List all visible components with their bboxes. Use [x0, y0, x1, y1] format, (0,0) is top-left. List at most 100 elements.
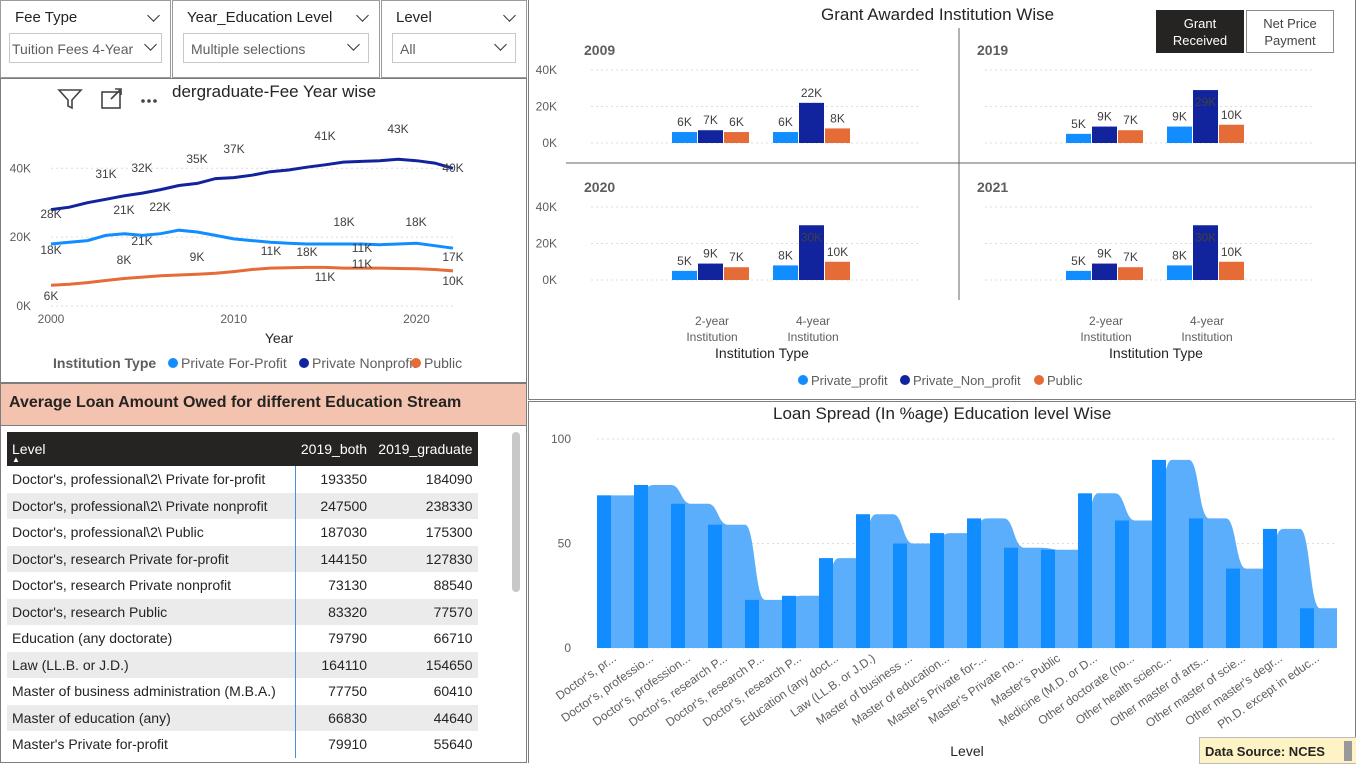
y-tick-label: 40K: [10, 161, 31, 175]
table-row[interactable]: Master's Private for-profit 79910 55640: [7, 731, 478, 758]
data-label: 10K: [442, 274, 463, 288]
bar-public: [724, 132, 749, 143]
fee-line-chart-panel: dergraduate-Fee Year wise 0K 20K 40K 2000 20…: [0, 78, 527, 383]
cell-level: Doctor's, research Private nonprofit: [7, 572, 296, 599]
data-label: 10K: [1221, 108, 1242, 122]
cell-2019-graduate: 55640: [433, 736, 473, 753]
sort-ascending-icon[interactable]: ▲: [12, 455, 20, 464]
bar: [967, 518, 981, 648]
chevron-down-icon[interactable]: [503, 9, 516, 22]
bar: [1004, 547, 1018, 648]
year-level-slicer[interactable]: Year_Education Level Multiple selections: [172, 0, 380, 78]
data-label: 7K: [1123, 113, 1138, 127]
data-source-badge: Data Source: NCES: [1199, 737, 1356, 764]
grant-chart-plot: 2009 40K 20K 0K 6K 7K 6K 6K 22K 8K 2019 5K 9K 7K 9K 29K…: [536, 28, 1356, 388]
bar: [1041, 549, 1055, 648]
visual-header-icons: [57, 88, 157, 110]
table-row[interactable]: Doctor's, professional\2\ Public 187030 17…: [7, 519, 478, 546]
y-tick-label: 0K: [16, 299, 31, 313]
bar-private_profit: [1167, 265, 1192, 280]
data-label: 18K: [40, 243, 61, 257]
data-label: 18K: [333, 215, 354, 229]
data-label: 9K: [1097, 247, 1112, 261]
table-row[interactable]: Doctor's, research Public 83320 77570: [7, 598, 478, 625]
y-tick-label: 20K: [536, 237, 557, 251]
chevron-down-icon[interactable]: [147, 9, 160, 22]
category-label: 2-year: [695, 314, 729, 328]
scroll-handle[interactable]: [1344, 741, 1352, 761]
level-slicer[interactable]: Level All: [381, 0, 527, 78]
column-header-2019-graduate[interactable]: 2019_graduate: [372, 432, 478, 466]
y-tick-label: 0K: [542, 136, 557, 150]
chevron-down-icon: [347, 38, 360, 51]
data-label: 9K: [190, 250, 205, 264]
cell-2019-graduate: 77570: [372, 598, 478, 625]
legend-marker: [900, 375, 910, 385]
bar-private_profit: [773, 265, 798, 280]
loan-table-body: Doctor's, professional\2\ Private for-pr…: [7, 466, 478, 758]
more-options-icon[interactable]: [141, 99, 157, 103]
bar-public: [825, 261, 850, 280]
fee-type-slicer[interactable]: Fee Type Tuition Fees 4-Year: [0, 0, 171, 78]
year-level-value: Multiple selections: [191, 41, 306, 57]
table-row[interactable]: Doctor's, research Private for-profit 144…: [7, 545, 478, 572]
table-row[interactable]: Doctor's, research Private nonprofit 7313…: [7, 572, 478, 599]
legend-marker: [411, 358, 421, 368]
bar-private_profit: [1167, 126, 1192, 143]
bar-private_profit: [773, 132, 798, 143]
table-row[interactable]: Master of business administration (M.B.A…: [7, 678, 478, 705]
year-level-dropdown[interactable]: Multiple selections: [183, 33, 369, 63]
cell-2019-graduate: 127830: [372, 545, 478, 572]
data-label: 21K: [131, 234, 152, 248]
level-dropdown[interactable]: All: [392, 33, 516, 63]
table-row[interactable]: Master of education (any) 66830 44640: [7, 704, 478, 731]
bar: [1226, 568, 1240, 648]
table-row[interactable]: Doctor's, professional\2\ Private nonpro…: [7, 492, 478, 519]
cell-2019-both: 144150: [295, 545, 373, 572]
bar: [1189, 518, 1203, 648]
bar: [1300, 608, 1314, 648]
bar-private_non_profit: [1092, 126, 1117, 143]
loan-spread-panel: Loan Spread (In %age) Education level Wi…: [528, 401, 1356, 764]
chevron-down-icon[interactable]: [356, 9, 369, 22]
table-scrollbar[interactable]: [512, 432, 520, 592]
column-header-2019-both[interactable]: 2019_both: [295, 432, 373, 466]
data-label: 7K: [729, 250, 744, 264]
bar-private_profit: [672, 270, 697, 280]
data-label: 8K: [830, 111, 845, 125]
grant-received-toggle[interactable]: Grant Received: [1156, 10, 1244, 53]
cell-2019-both: 187030: [320, 524, 368, 541]
data-label: 22K: [149, 200, 170, 214]
cell-2019-graduate: 175300: [425, 524, 473, 541]
data-label: 8K: [778, 248, 793, 262]
cell-2019-both: 66830: [295, 704, 373, 731]
grant-chart-title: Grant Awarded Institution Wise: [821, 5, 1055, 24]
column-header-level[interactable]: Level ▲: [7, 432, 295, 466]
chevron-down-icon: [144, 38, 157, 51]
data-label: 32K: [131, 161, 152, 175]
legend-marker: [1034, 375, 1044, 385]
cell-level: Master of business administration (M.B.A…: [7, 678, 296, 705]
fee-type-dropdown[interactable]: Tuition Fees 4-Year: [9, 33, 162, 63]
focus-mode-icon[interactable]: [101, 88, 122, 109]
data-label: 7K: [703, 113, 718, 127]
data-label: 6K: [44, 289, 59, 303]
data-label: 35K: [186, 152, 207, 166]
data-label: 28K: [40, 207, 61, 221]
net-price-toggle[interactable]: Net Price Payment: [1246, 10, 1334, 53]
y-tick-label: 0: [564, 641, 571, 655]
legend-marker: [168, 358, 178, 368]
cell-2019-graduate: 154650: [372, 651, 478, 678]
data-label: 10K: [827, 245, 848, 259]
filter-icon[interactable]: [57, 89, 83, 110]
data-label: 22K: [801, 86, 822, 100]
bar: [671, 503, 685, 648]
data-label: 9K: [703, 247, 718, 261]
table-row[interactable]: Doctor's, professional\2\ Private for-pr…: [7, 466, 478, 493]
legend-title: Institution Type: [53, 355, 156, 371]
table-row[interactable]: Education (any doctorate) 79790 66710: [7, 625, 478, 652]
loan-table: Level ▲ 2019_both 2019_graduate Doctor's…: [7, 432, 478, 758]
table-row[interactable]: Law (LL.B. or J.D.) 164110 154650: [7, 651, 478, 678]
line-chart-plot: 0K 20K 40K 2000 2010 2020 Year 28K 31K 32K 35K 37K 4…: [10, 122, 464, 371]
bar-private_profit: [1066, 270, 1091, 280]
